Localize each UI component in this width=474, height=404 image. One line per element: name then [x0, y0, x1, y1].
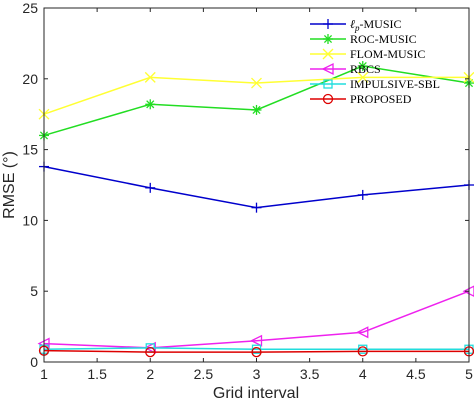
y-tick-label-5: 25	[22, 0, 38, 16]
data-point-1-3	[357, 61, 368, 72]
y-tick-label-2: 10	[22, 212, 38, 228]
plot-area	[44, 8, 469, 362]
x-tick-label-3: 2.5	[194, 366, 214, 382]
data-point-3-2	[250, 334, 263, 347]
axes-layer: 1 1.5 2 2.5 3 3.5 4 4.5 5 0 5 10 15 20 25	[22, 0, 473, 382]
y-tick-label-0: 0	[30, 354, 38, 370]
series-line-3	[43, 290, 470, 349]
legend-label-1: ROC-MUSIC	[350, 32, 417, 46]
legend-entry-3: RBCS	[310, 62, 381, 76]
series-line-4	[43, 347, 469, 351]
data-point-5-2	[251, 346, 262, 358]
legend-label-4: IMPULSIVE-SBL	[350, 77, 440, 91]
data-point-5-3	[357, 346, 368, 357]
legend-label-5: PROPOSED	[350, 92, 412, 106]
data-point-3-3	[356, 326, 369, 339]
legend-marker-0	[323, 19, 333, 29]
data-point-1-1	[145, 99, 156, 110]
data-point-2-2	[251, 77, 262, 89]
x-tick-label-5: 3.5	[300, 366, 320, 382]
data-point-0-2	[251, 202, 262, 213]
data-point-2-1	[144, 71, 156, 83]
y-tick-label-4: 20	[22, 71, 38, 87]
legend-marker-3	[321, 62, 334, 76]
x-tick-label-0: 1	[40, 366, 48, 382]
legend-entry-0: ℓp-MUSIC	[310, 17, 402, 33]
data-point-2-3	[357, 71, 369, 83]
data-point-0-3	[357, 189, 368, 200]
legend-marker-4	[323, 79, 333, 89]
x-tick-label-6: 4	[359, 366, 367, 382]
x-tick-label-4: 3	[253, 366, 261, 382]
x-tick-label-1: 1.5	[87, 366, 107, 382]
y-axis-label: RMSE (°)	[1, 151, 18, 219]
legend-label-2: FLOM-MUSIC	[350, 47, 425, 61]
y-tick-label-1: 5	[30, 283, 38, 299]
legend-entry-4: IMPULSIVE-SBL	[310, 77, 440, 91]
data-point-0-1	[145, 182, 156, 193]
legend: ℓp-MUSICROC-MUSICFLOM-MUSICRBCSIMPULSIVE…	[310, 17, 440, 106]
legend-marker-5	[322, 93, 334, 105]
x-tick-label-8: 5	[465, 366, 473, 382]
legend-entry-1: ROC-MUSIC	[310, 32, 417, 46]
y-tick-label-3: 15	[22, 142, 38, 158]
data-point-1-2	[251, 104, 262, 115]
series-line-5	[43, 349, 469, 353]
x-tick-label-2: 2	[146, 366, 154, 382]
legend-entry-5: PROPOSED	[310, 92, 412, 106]
legend-entry-2: FLOM-MUSIC	[310, 47, 425, 61]
legend-label-3: RBCS	[350, 62, 381, 76]
legend-label-0: ℓp-MUSIC	[350, 17, 402, 33]
legend-marker-2	[322, 48, 334, 60]
data-point-5-1	[145, 346, 156, 358]
x-tick-label-7: 4.5	[406, 366, 426, 382]
legend-marker-1	[323, 34, 333, 44]
x-axis-label: Grid interval	[213, 385, 299, 402]
